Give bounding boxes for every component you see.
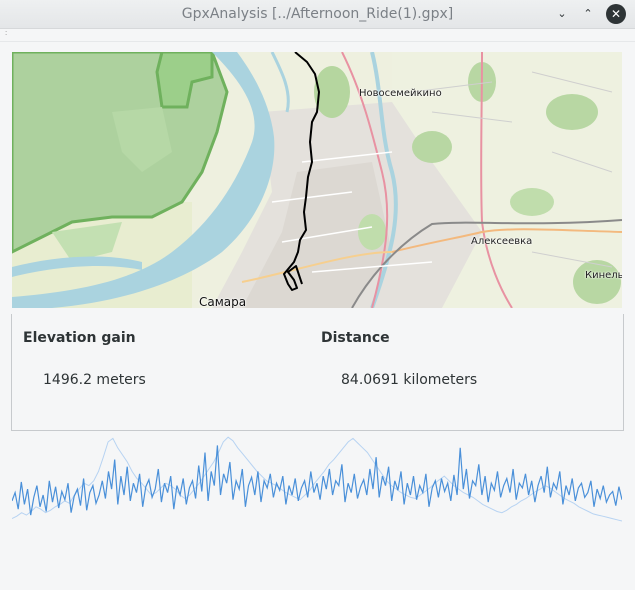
elevation-gain-title: Elevation gain xyxy=(23,330,136,346)
elevation-chart-svg xyxy=(11,436,623,522)
toolbar-grip-icon[interactable]: · · xyxy=(5,28,8,39)
elevation-gain-value: 1496.2 meters xyxy=(43,372,146,388)
window-title: GpxAnalysis [../Afternoon_Ride(1).gpx] xyxy=(181,6,454,22)
chart-series-line-0 xyxy=(11,445,623,516)
toolbar-area xyxy=(0,29,635,42)
distance-title: Distance xyxy=(321,330,390,346)
close-button[interactable]: ✕ xyxy=(606,4,626,24)
stats-panel: Elevation gain 1496.2 meters Distance 84… xyxy=(11,314,624,431)
map-tiles xyxy=(12,52,622,308)
minimize-button[interactable]: ⌄ xyxy=(557,7,567,20)
map-label-samara: Самара xyxy=(199,295,247,308)
map-label-kinel: Кинель xyxy=(585,270,622,281)
map-label-alekseevka: Алексеевка xyxy=(471,236,533,247)
map-view[interactable]: Новосемейкино Алексеевка Кинель Самара xyxy=(12,52,622,308)
window-titlebar[interactable]: GpxAnalysis [../Afternoon_Ride(1).gpx] ⌄… xyxy=(0,0,635,29)
maximize-button[interactable]: ⌃ xyxy=(583,7,593,20)
map-label-novosemeykino: Новосемейкино xyxy=(359,88,442,99)
distance-value: 84.0691 kilometers xyxy=(341,372,478,388)
elevation-chart xyxy=(11,436,623,554)
chart-series-line-1 xyxy=(11,436,623,522)
